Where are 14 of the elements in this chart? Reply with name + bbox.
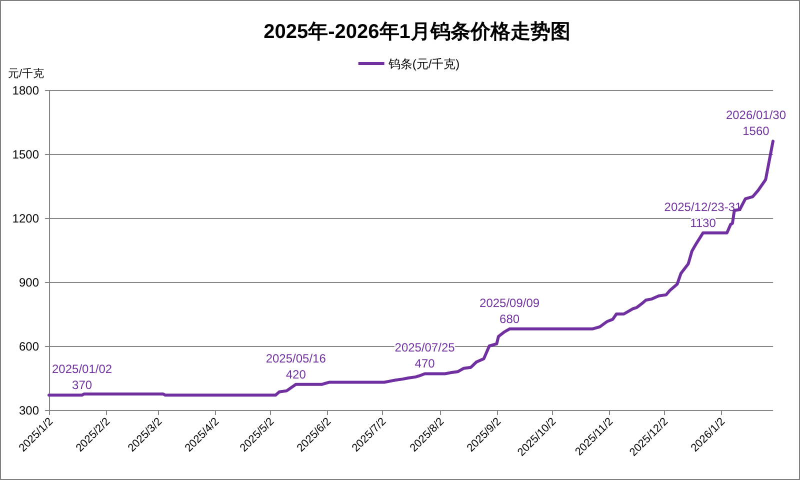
legend-label: 钨条(元/千克) xyxy=(387,57,460,71)
chart-title: 2025年-2026年1月钨条价格走势图 xyxy=(264,21,570,43)
y-tick-label: 1200 xyxy=(12,212,40,226)
y-tick-label: 600 xyxy=(18,340,40,354)
y-axis-title: 元/千克 xyxy=(8,67,44,80)
y-tick-label: 300 xyxy=(18,404,40,418)
y-tick-label: 900 xyxy=(18,276,40,290)
annotation: 2025/09/09 680 xyxy=(480,296,540,326)
annotation: 2025/05/16 420 xyxy=(266,351,326,382)
y-tick-label: 1500 xyxy=(12,148,40,162)
annotation: 2026/01/30 1560 xyxy=(726,108,786,138)
legend: 钨条(元/千克) xyxy=(358,57,460,71)
y-tick-label: 1800 xyxy=(12,84,40,98)
annotation: 2025/01/02 370 xyxy=(52,362,112,392)
